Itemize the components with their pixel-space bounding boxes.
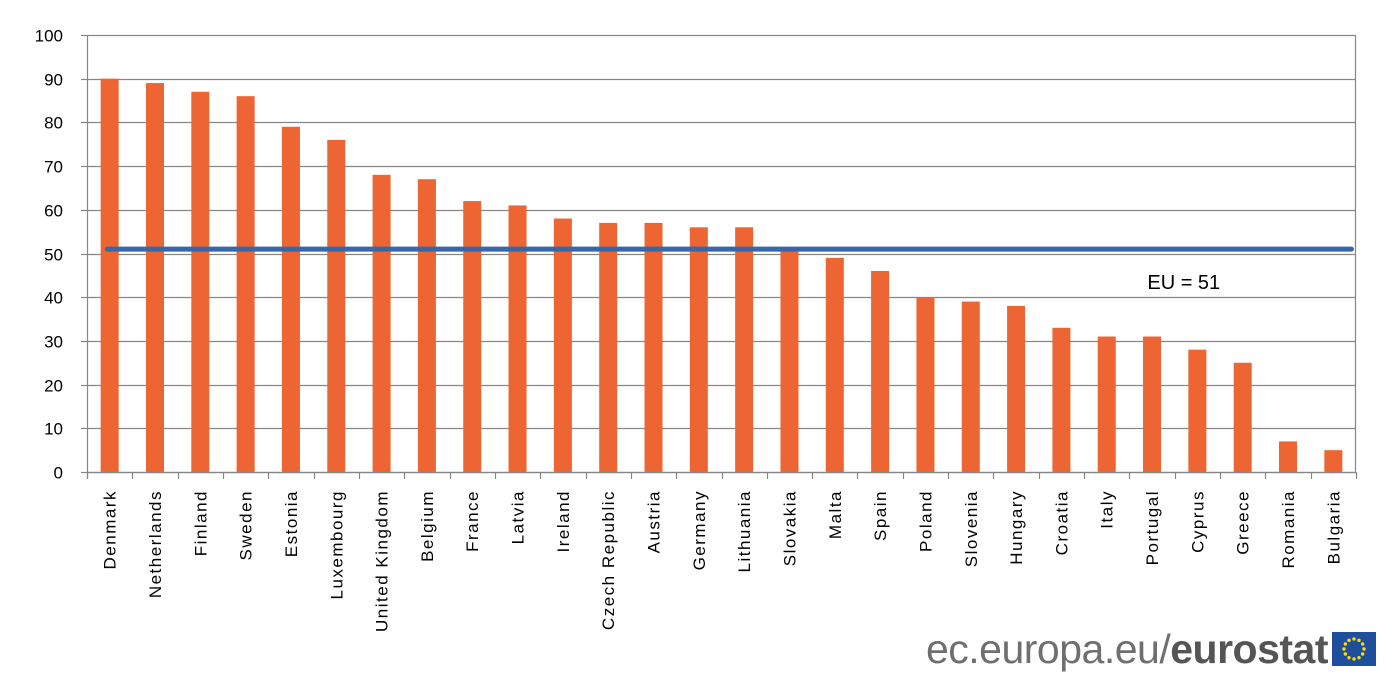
category-label: Spain (871, 490, 890, 541)
bar-finland (191, 91, 210, 472)
bars (100, 78, 1343, 473)
y-tick-label: 20 (44, 377, 63, 396)
category-label: Romania (1279, 490, 1298, 569)
bar-france (463, 201, 482, 472)
eu-average-label: EU = 51 (1147, 272, 1220, 294)
gridlines (86, 34, 1357, 478)
y-axis-ticks: 0 10 20 30 40 50 60 70 80 90 100 (35, 27, 87, 483)
category-label: Czech Republic (599, 490, 618, 630)
category-label: Italy (1098, 490, 1117, 529)
category-label: Slovenia (962, 490, 981, 567)
category-label: Luxembourg (327, 490, 346, 600)
bar-luxembourg (327, 139, 346, 472)
y-tick-label: 60 (44, 202, 63, 221)
flag-star (1357, 638, 1361, 643)
bar-greece (1233, 362, 1252, 472)
bar-netherlands (145, 83, 164, 472)
y-tick-label: 70 (44, 158, 63, 177)
eu-average-line-group: EU = 51 (104, 246, 1354, 294)
bar-ireland (553, 218, 572, 472)
y-tick-label: 50 (44, 246, 63, 265)
category-label: Slovakia (780, 490, 799, 566)
y-tick-label: 0 (54, 464, 63, 483)
bar-denmark (100, 78, 119, 472)
bar-poland (916, 297, 935, 472)
x-axis-ticks (86, 472, 1358, 479)
category-label: Croatia (1052, 490, 1071, 555)
flag-star (1347, 638, 1351, 643)
category-label: Estonia (282, 490, 301, 557)
flag-star (1352, 637, 1356, 641)
category-label: Netherlands (146, 490, 165, 598)
flag-star (1352, 657, 1356, 661)
category-label: Malta (826, 490, 845, 539)
category-label: Denmark (101, 490, 120, 569)
flag-star (1347, 655, 1351, 660)
y-tick-label: 10 (44, 420, 63, 439)
bar-spain (871, 270, 890, 472)
category-label: Portugal (1143, 490, 1162, 565)
bar-croatia (1052, 327, 1071, 472)
eu-flag-icon (1332, 632, 1376, 666)
bar-estonia (281, 126, 300, 473)
y-tick-label: 90 (44, 71, 63, 90)
category-label: Latvia (509, 490, 528, 544)
bar-austria (644, 222, 663, 472)
category-label: Cyprus (1188, 490, 1207, 553)
bar-hungary (1007, 305, 1026, 472)
flag-star (1360, 642, 1365, 646)
y-tick-label: 80 (44, 114, 63, 133)
bar-germany (689, 227, 708, 472)
flag-star (1360, 652, 1365, 656)
category-label: Austria (645, 490, 664, 553)
category-label: Sweden (237, 490, 256, 560)
bar-united-kingdom (372, 174, 391, 472)
flag-star (1343, 642, 1348, 646)
bar-sweden (236, 96, 255, 473)
category-label: Ireland (554, 490, 573, 552)
category-label: France (463, 490, 482, 552)
category-label: Lithuania (735, 490, 754, 573)
flag-star (1357, 655, 1361, 660)
category-label: Hungary (1007, 490, 1026, 565)
bar-slovenia (961, 301, 980, 472)
bar-cyprus (1188, 349, 1207, 472)
category-label: Belgium (418, 490, 437, 562)
flag-star (1343, 652, 1348, 656)
bar-portugal (1143, 336, 1162, 472)
bar-bulgaria (1324, 450, 1343, 472)
category-label: Germany (690, 490, 709, 570)
y-tick-label: 30 (44, 333, 63, 352)
category-label: Poland (916, 490, 935, 552)
bar-slovakia (780, 249, 799, 472)
bar-malta (825, 257, 844, 472)
category-label: United Kingdom (373, 490, 392, 632)
eurostat-footer: ec.europa.eu/ eurostat (926, 626, 1376, 672)
category-label: Bulgaria (1324, 490, 1343, 564)
bar-czech-republic (599, 222, 618, 472)
category-labels: Denmark Netherlands Finland Sweden Estonia Lu… (101, 490, 1344, 632)
flag-star (1342, 647, 1346, 651)
eurostat-url[interactable]: ec.europa.eu/ (925, 625, 1171, 672)
bar-lithuania (735, 227, 754, 472)
eurostat-brand[interactable]: eurostat (1170, 625, 1328, 672)
bar-italy (1097, 336, 1116, 472)
y-tick-label: 40 (44, 289, 63, 308)
bar-romania (1279, 441, 1298, 472)
bar-belgium (417, 179, 436, 472)
category-label: Greece (1234, 490, 1253, 555)
category-label: Finland (191, 490, 210, 556)
bar-latvia (508, 205, 527, 472)
y-tick-label: 100 (35, 27, 63, 46)
flag-star (1362, 647, 1366, 651)
